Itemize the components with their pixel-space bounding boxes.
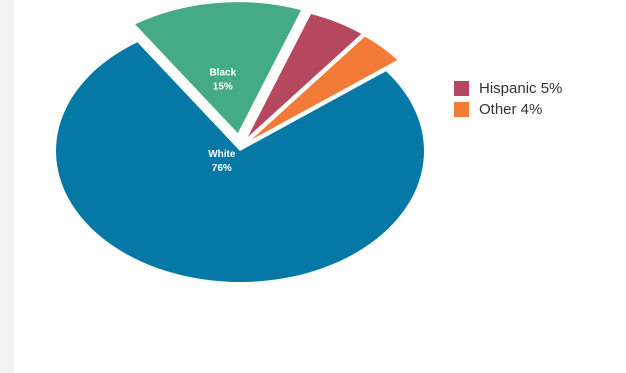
pie-slice-black <box>135 2 302 134</box>
legend-item-hispanic: Hispanic 5% <box>454 78 562 99</box>
slice-label-white: White <box>208 149 236 160</box>
pie-slice-hispanic <box>247 13 362 138</box>
legend-swatch-hispanic <box>454 81 469 96</box>
chart-panel: White 76% Black 15% Hispanic 5% Other 4% <box>14 0 626 373</box>
legend-item-other: Other 4% <box>454 99 562 120</box>
slice-value-black: 15% <box>213 81 233 92</box>
legend: Hispanic 5% Other 4% <box>454 78 562 120</box>
pie-slice-white <box>56 42 425 282</box>
slice-label-black: Black <box>209 67 236 78</box>
legend-label-other: Other 4% <box>479 101 543 118</box>
pie-slice-other <box>251 36 398 140</box>
legend-label-hispanic: Hispanic 5% <box>479 80 563 97</box>
legend-swatch-other <box>454 102 469 117</box>
pie-chart: White 76% Black 15% <box>56 2 425 282</box>
slice-value-white: 76% <box>212 163 232 174</box>
